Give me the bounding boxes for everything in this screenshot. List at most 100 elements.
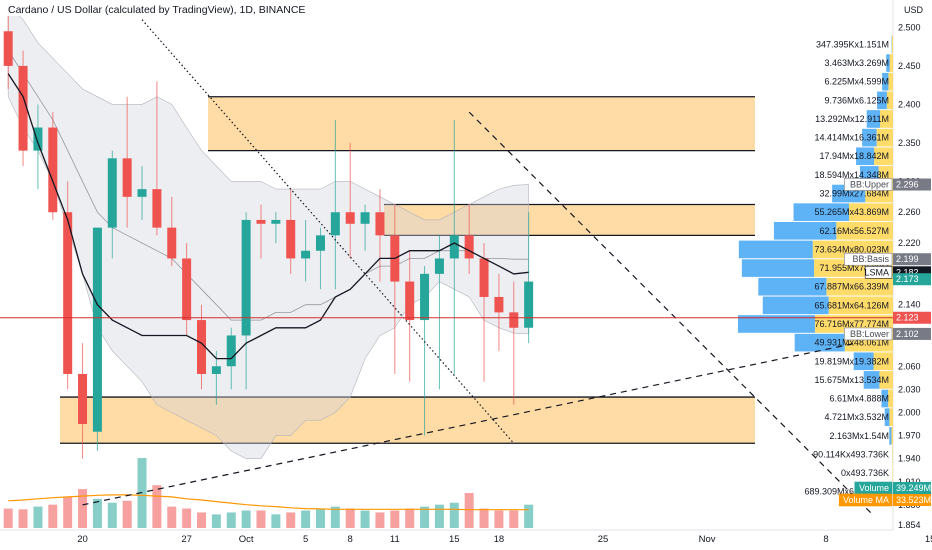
candle [330, 119, 340, 290]
price-tick: 1.910 [898, 477, 921, 487]
tag-value-bg [893, 178, 931, 191]
candle-body [256, 219, 266, 224]
tag-name: BB:Lower [850, 329, 889, 339]
value-tag: BB:Upper 2.296 [844, 178, 931, 191]
price-tick: 2.350 [898, 138, 921, 148]
time-tick: 15 [449, 534, 460, 545]
candle [464, 204, 474, 274]
candle [152, 81, 162, 236]
tag-value: 33.523M [896, 495, 931, 505]
tag-name: BB:Upper [850, 180, 889, 190]
volume-bar [301, 510, 311, 528]
volume-bar [375, 512, 385, 528]
candle-body [449, 235, 459, 259]
candle [48, 112, 58, 220]
tag-name-bg [844, 327, 893, 341]
volume-bar [226, 512, 236, 528]
price-tick: 2.000 [898, 407, 921, 417]
tag-value-bg [893, 253, 931, 266]
time-tick: 27 [181, 534, 192, 545]
vp-down-bar [888, 72, 893, 91]
candle [345, 142, 355, 259]
vp-down-bar [886, 91, 893, 110]
time-tick: 18 [494, 534, 505, 545]
candle [122, 96, 132, 228]
candle [167, 196, 177, 267]
time-tick: 11 [390, 534, 400, 545]
candle-body [211, 366, 221, 374]
vp-row-label: 65.681Mx64.126M [814, 300, 889, 310]
vp-row-label: 17.94Mx18.842M [819, 151, 889, 161]
candle-body [375, 212, 385, 236]
vp-up-bar [741, 259, 815, 277]
candle-body [48, 127, 58, 213]
tag-value-bg [893, 482, 931, 494]
tag-value: 2.296 [896, 180, 919, 190]
vp-down-bar [891, 35, 893, 54]
volume-bar [167, 506, 177, 528]
vp-row-label: 15.675Mx13.534M [814, 375, 889, 385]
candle-body [197, 320, 207, 374]
candle-body [122, 158, 132, 197]
value-tag: 2.123 [893, 311, 931, 324]
currency-label: USD [904, 5, 924, 15]
vp-row-label: 71.955Mx78.68M [819, 263, 889, 273]
price-tick: 2.060 [898, 361, 921, 371]
vp-row-label: 73.634Mx80.023M [814, 244, 889, 254]
vp-down-bar [874, 147, 893, 166]
candle [449, 119, 459, 374]
vp-up-bar [853, 352, 874, 371]
vp-row-label: 689.309Mx660.745M [804, 487, 889, 497]
candle-body [18, 65, 28, 151]
volume-bar [479, 508, 489, 528]
candle-body [405, 281, 415, 321]
vp-row-label: 3.463Mx3.269M [824, 58, 889, 68]
zone-rect [384, 204, 755, 236]
candle [182, 243, 192, 336]
tag-name-bg [838, 493, 893, 507]
candle [524, 212, 534, 344]
volume-bar [345, 508, 355, 528]
candle-body [524, 281, 534, 328]
price-tick: 2.400 [898, 99, 921, 109]
candle [271, 212, 281, 244]
vp-row-label: 18.594Mx14.348M [814, 170, 889, 180]
value-tag: 2.173 [893, 273, 931, 286]
vp-up-bar [758, 277, 827, 296]
volume-bar [122, 500, 132, 528]
vp-down-bar [891, 426, 893, 445]
time-tick: 5 [303, 534, 308, 545]
tag-value-bg [893, 311, 931, 324]
candle [434, 235, 444, 390]
tag-name: Volume MA [843, 495, 889, 505]
candle [3, 12, 13, 90]
vp-down-bar [879, 371, 893, 389]
vp-row-label: 6.225Mx4.599M [824, 77, 889, 87]
volume-bar [509, 510, 519, 528]
candle-body [360, 212, 370, 224]
vp-down-bar [836, 221, 893, 240]
price-tick: 2.500 [898, 22, 921, 32]
tag-value: 2.182 [896, 267, 919, 277]
vp-up-bar [862, 128, 877, 147]
volume-bar [48, 504, 58, 528]
candle [92, 227, 102, 451]
volume-bar [390, 510, 400, 528]
volume-bar [182, 508, 192, 528]
value-tag: BB:Basis 2.199 [844, 252, 931, 266]
vp-down-bar [889, 54, 893, 72]
vp-row-label: 347.395Kx1.151M [816, 39, 889, 49]
volume-bar [434, 504, 444, 528]
tag-name: BB:Basis [852, 254, 889, 264]
candle [420, 266, 430, 436]
time-tick: 15 [925, 534, 932, 545]
candle [315, 227, 325, 290]
volume-bar [360, 510, 370, 528]
vp-up-bar [762, 296, 829, 315]
volume-ma-line [8, 494, 529, 511]
candle-body [107, 158, 117, 228]
candle-body [464, 235, 474, 259]
vp-up-bar [738, 315, 815, 333]
candle [241, 212, 251, 390]
